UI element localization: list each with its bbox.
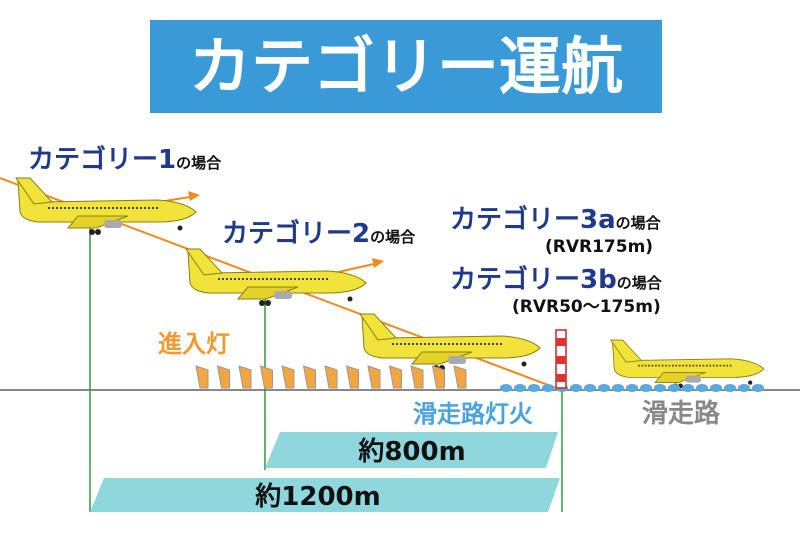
runway-light (640, 384, 652, 392)
approach-lights (195, 365, 467, 389)
runway-light (668, 384, 680, 392)
distance-bar-1200 (90, 478, 560, 512)
runway-light (696, 384, 708, 392)
cat-name: カテゴリー2 (222, 218, 370, 249)
tower (555, 329, 567, 389)
approach-light (345, 365, 359, 389)
cat-suffix: の場合 (176, 154, 222, 172)
approach-light (281, 365, 295, 389)
approach-light (367, 365, 381, 389)
runway-light (584, 384, 596, 392)
cat-suffix: の場合 (370, 228, 416, 246)
cat3a-note: (RVR175m) (545, 237, 653, 257)
cat1-label: カテゴリー1の場合 (28, 144, 222, 175)
cat-suffix: の場合 (617, 274, 663, 292)
arrow-head (188, 191, 200, 201)
cat-name: カテゴリー3a (450, 204, 616, 235)
runway-lights-label: 滑走路灯火 (413, 400, 533, 428)
runway-light (724, 384, 736, 392)
cat3a-label: カテゴリー3aの場合 (450, 204, 662, 235)
runway-light (570, 384, 582, 392)
runway-light (542, 384, 554, 392)
runway-light (682, 384, 694, 392)
approach-light (302, 365, 316, 389)
title: カテゴリー運航 (189, 30, 623, 103)
cat-name: カテゴリー3b (450, 264, 617, 295)
approach-light (238, 365, 252, 389)
approach-light (195, 365, 209, 389)
distance-label: 約1200m (254, 481, 380, 512)
distance-label: 約800m (357, 436, 465, 467)
runway-light (752, 384, 764, 392)
arrow-head (372, 258, 384, 268)
runway-light (514, 384, 526, 392)
approach-light (410, 365, 424, 389)
distance-bar-800 (265, 432, 558, 468)
cat3b-label: カテゴリー3bの場合 (450, 264, 663, 295)
plane-cat1 (15, 177, 197, 236)
approach-lights-label: 進入灯 (158, 330, 230, 358)
runway-light (738, 384, 750, 392)
approach-light (259, 365, 273, 389)
cat-name: カテゴリー1 (28, 144, 176, 175)
runway-light (654, 384, 666, 392)
approach-light (453, 365, 467, 389)
runway-light (500, 384, 512, 392)
runway-light (710, 384, 722, 392)
runway-light (598, 384, 610, 392)
plane-landed (609, 339, 765, 390)
plane-cat3a (359, 313, 541, 372)
runway-light (528, 384, 540, 392)
runway-label: 滑走路 (642, 398, 721, 429)
cat2-label: カテゴリー2の場合 (222, 218, 416, 249)
approach-light (324, 365, 338, 389)
runway-light (612, 384, 624, 392)
title-box (150, 20, 662, 113)
approach-light (216, 365, 230, 389)
approach-light (388, 365, 402, 389)
runway-light (626, 384, 638, 392)
cat3b-note: (RVR50～175m) (512, 297, 661, 317)
cat-suffix: の場合 (616, 214, 662, 232)
approach-light (431, 365, 445, 389)
